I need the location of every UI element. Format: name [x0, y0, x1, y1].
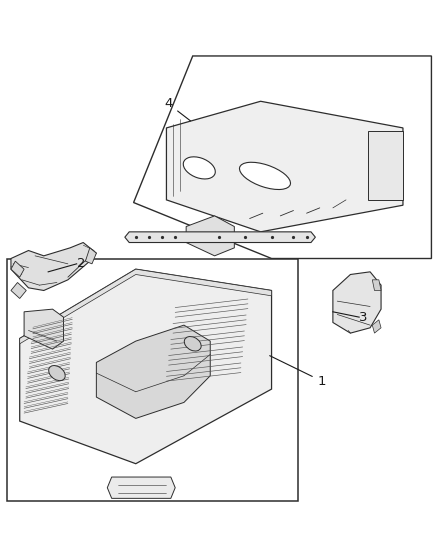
Polygon shape	[11, 282, 26, 298]
Polygon shape	[333, 272, 381, 333]
Polygon shape	[372, 280, 381, 290]
Polygon shape	[24, 309, 64, 349]
Polygon shape	[85, 248, 96, 264]
Polygon shape	[134, 56, 431, 259]
Polygon shape	[20, 269, 272, 464]
Ellipse shape	[49, 366, 65, 381]
Polygon shape	[96, 325, 210, 418]
Ellipse shape	[240, 162, 290, 190]
Text: 3: 3	[359, 311, 367, 324]
Polygon shape	[125, 232, 315, 243]
Polygon shape	[7, 259, 298, 501]
Polygon shape	[11, 243, 96, 290]
Polygon shape	[166, 101, 403, 232]
Polygon shape	[186, 216, 234, 256]
Polygon shape	[107, 477, 175, 498]
Polygon shape	[372, 320, 381, 333]
Ellipse shape	[183, 157, 215, 179]
Ellipse shape	[184, 336, 201, 351]
Polygon shape	[368, 131, 403, 200]
Text: 4: 4	[164, 98, 191, 121]
Text: 2: 2	[77, 257, 85, 270]
Polygon shape	[11, 261, 24, 277]
Polygon shape	[20, 269, 272, 344]
Text: 1: 1	[270, 356, 326, 387]
